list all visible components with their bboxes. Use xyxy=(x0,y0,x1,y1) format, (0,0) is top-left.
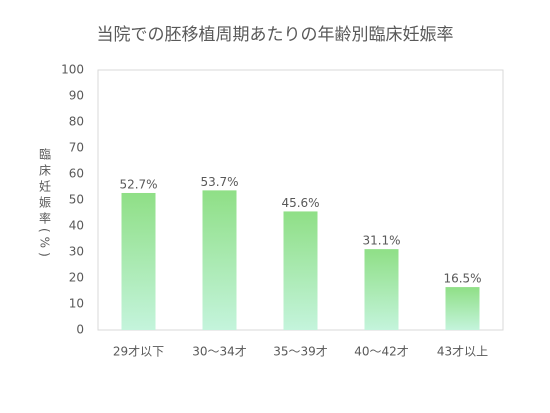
y-tick-label: 20 xyxy=(69,271,84,285)
x-tick-label: 29才以下 xyxy=(113,345,164,359)
bar xyxy=(202,190,237,330)
value-label: 53.7% xyxy=(200,175,238,189)
value-label: 31.1% xyxy=(362,234,400,248)
y-tick-label: 60 xyxy=(69,167,84,181)
value-label: 52.7% xyxy=(119,177,157,191)
x-tick-label: 40〜42才 xyxy=(354,345,409,359)
y-tick-label: 10 xyxy=(69,297,84,311)
x-tick-label: 35〜39才 xyxy=(273,345,328,359)
y-tick-label: 80 xyxy=(69,115,84,129)
bar xyxy=(364,249,399,330)
y-tick-label: 90 xyxy=(69,89,84,103)
value-label: 16.5% xyxy=(443,272,481,286)
chart-title: 当院での胚移植周期あたりの年齢別臨床妊娠率 xyxy=(97,25,454,45)
bar xyxy=(121,192,156,330)
y-tick-label: 100 xyxy=(61,63,84,77)
y-tick-label: 30 xyxy=(69,245,84,259)
bar xyxy=(445,287,480,330)
bar xyxy=(283,211,318,330)
value-label: 45.6% xyxy=(281,196,319,210)
y-axis-label: 臨床妊娠率(%) xyxy=(38,148,52,261)
y-tick-label: 70 xyxy=(69,141,84,155)
x-tick-label: 43才以上 xyxy=(437,345,488,359)
y-tick-label: 50 xyxy=(69,193,84,207)
y-tick-label: 0 xyxy=(76,323,84,337)
x-tick-label: 30〜34才 xyxy=(192,345,247,359)
y-tick-label: 40 xyxy=(69,219,84,233)
